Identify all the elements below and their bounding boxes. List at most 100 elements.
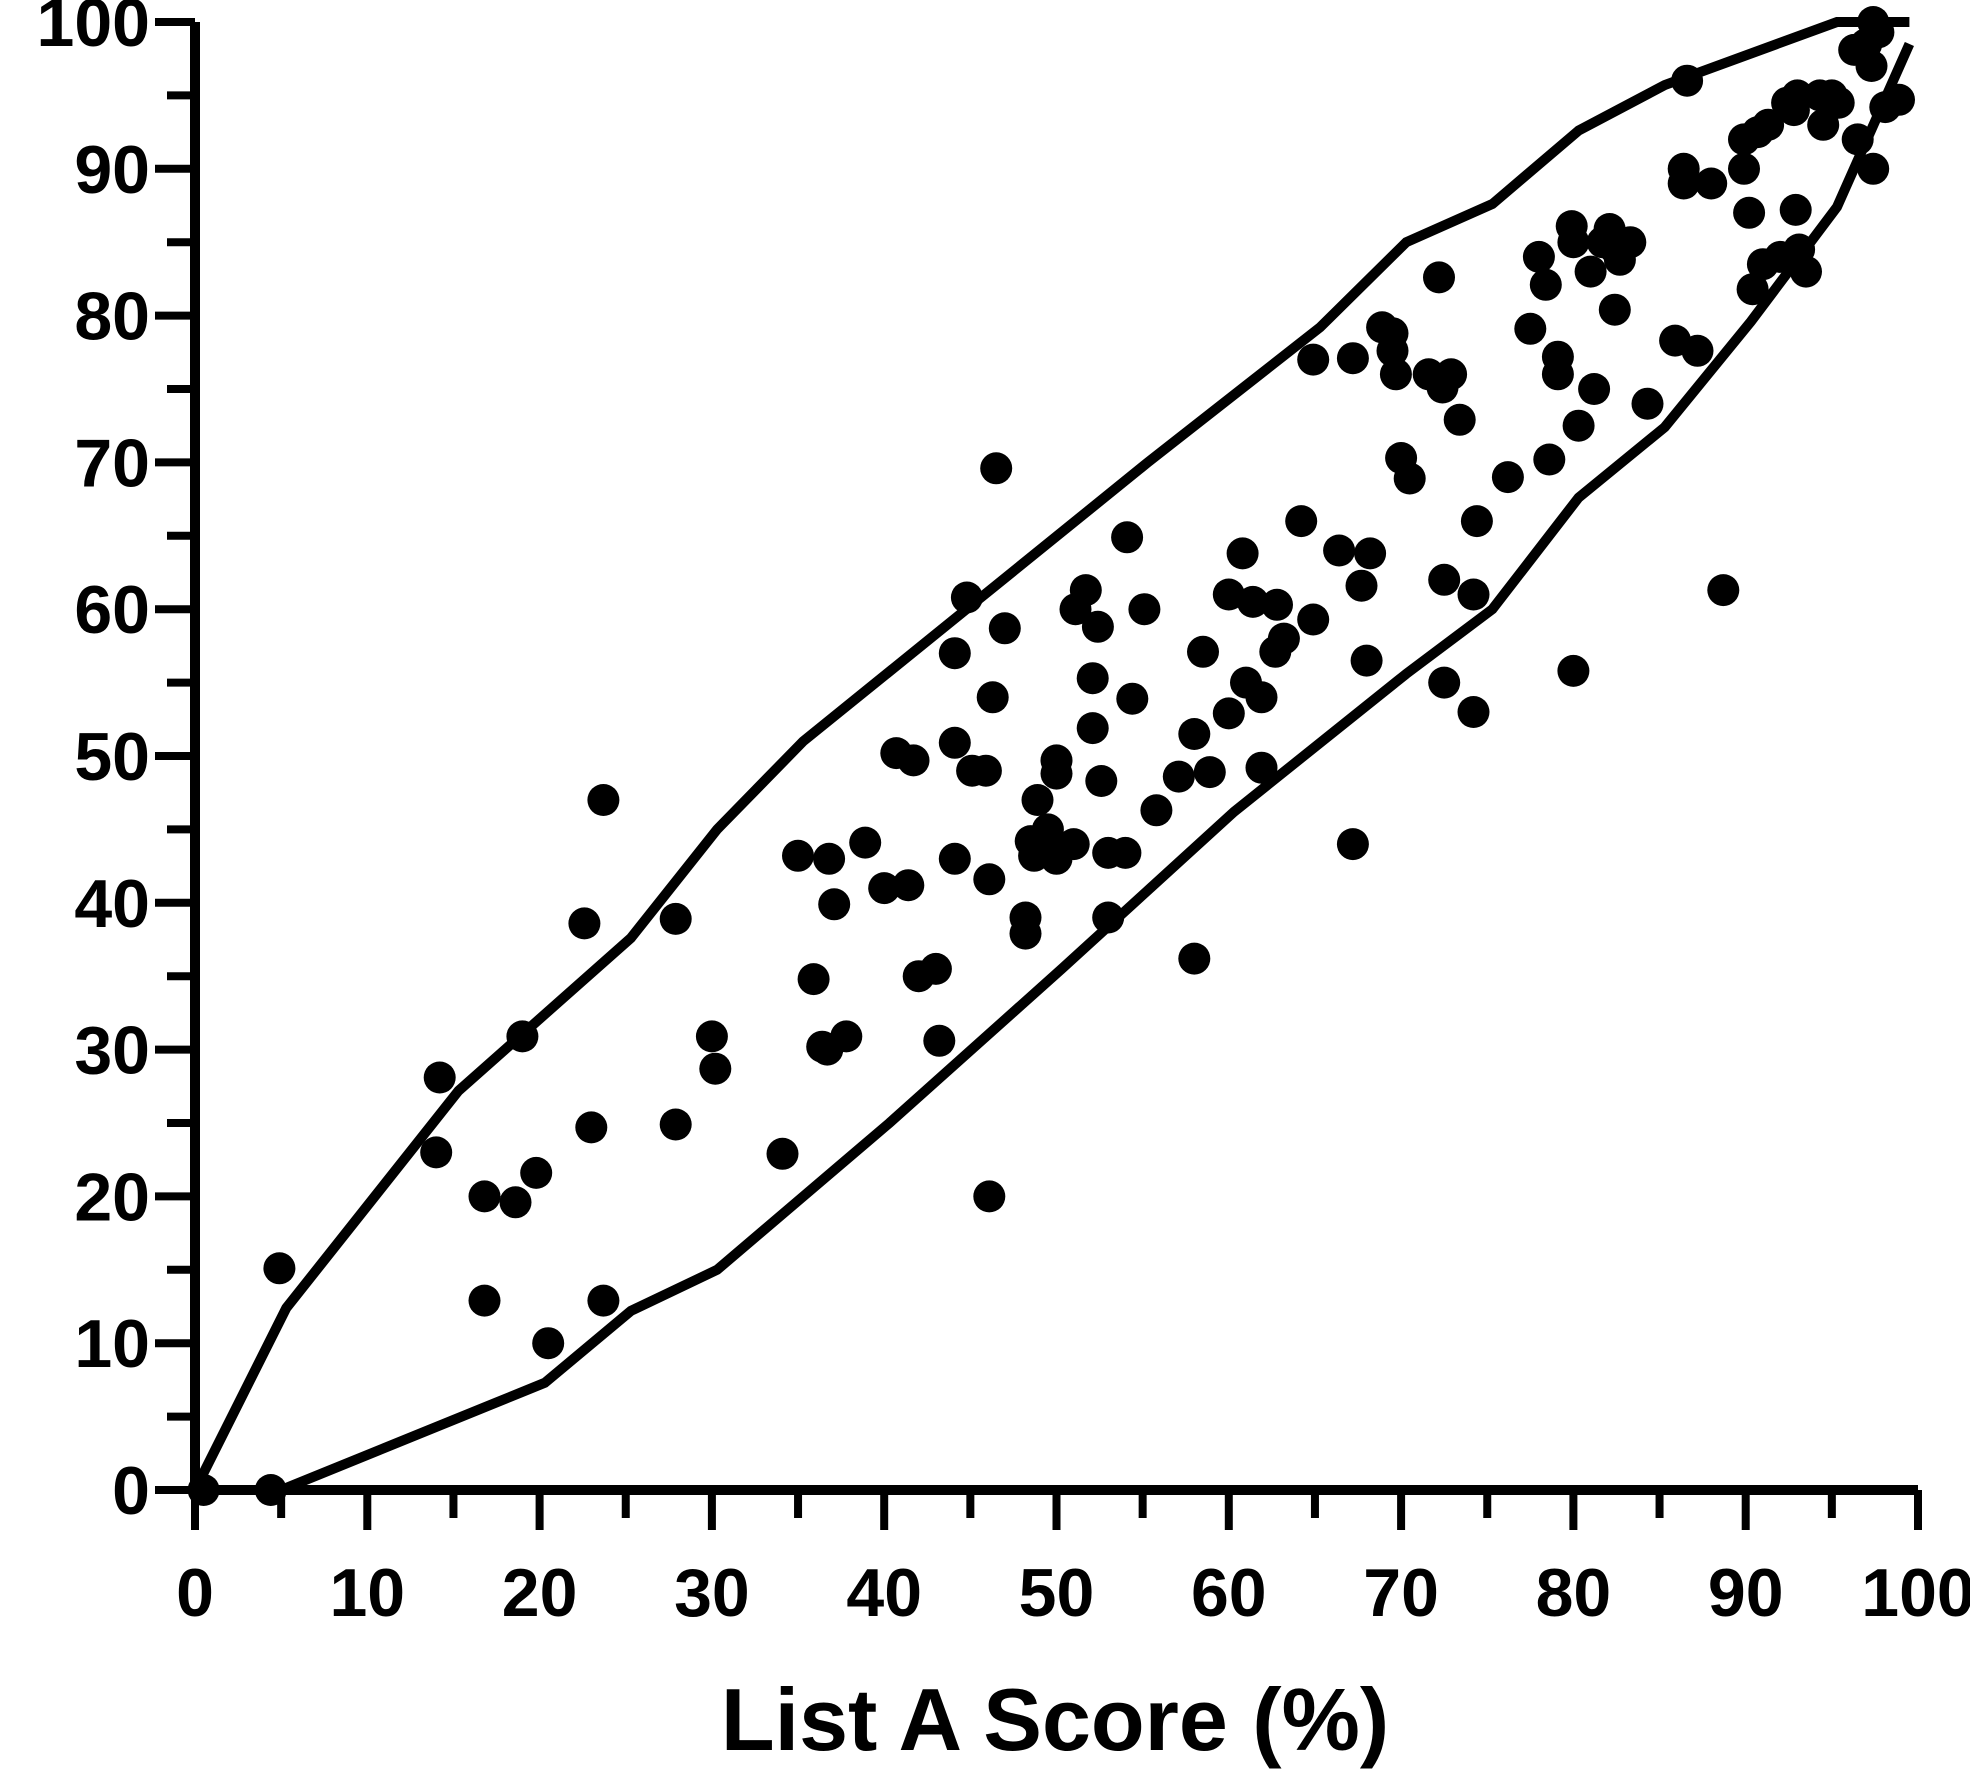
data-point [1081, 610, 1114, 643]
data-point [1236, 585, 1269, 618]
data-point [938, 637, 971, 670]
data-point [892, 869, 925, 902]
data-point [1323, 534, 1356, 567]
data-point [1178, 942, 1211, 975]
x-tick-label: 60 [1191, 1555, 1267, 1631]
data-point [938, 726, 971, 759]
data-point [976, 681, 1009, 714]
data-point [782, 839, 814, 872]
x-tick-label: 20 [502, 1555, 578, 1631]
data-point [868, 872, 901, 905]
data-point [1514, 312, 1547, 345]
data-point [575, 1111, 608, 1144]
data-point [1226, 537, 1259, 570]
y-tick-label: 50 [74, 719, 150, 795]
y-tick-label: 80 [74, 279, 150, 355]
data-point [1069, 574, 1102, 607]
data-point [1376, 334, 1409, 367]
data-point [1541, 358, 1574, 391]
tick-labels: 0 10 20 30 40 50 60 70 80 90 100 0 10 20 30 40 50 60 70 80 9… [37, 0, 1970, 1631]
x-axis-title: List A Score (%) [721, 1670, 1389, 1769]
data-point [919, 952, 952, 985]
x-tick-label: 70 [1363, 1555, 1439, 1631]
data-point [1187, 635, 1219, 668]
y-tick-label: 30 [74, 1013, 150, 1089]
data-point [1193, 756, 1226, 789]
data-point [1733, 196, 1766, 229]
data-point [1297, 343, 1330, 376]
data-point [797, 963, 830, 996]
data-point [1245, 681, 1278, 714]
data-point [766, 1137, 799, 1170]
data-point [1707, 574, 1740, 607]
data-point [1491, 461, 1524, 494]
data-point [1460, 505, 1493, 538]
data-point [1614, 226, 1647, 259]
data-point [1428, 563, 1461, 596]
data-point [1076, 712, 1109, 745]
data-point [1728, 152, 1760, 185]
x-tick-label: 100 [1861, 1555, 1970, 1631]
y-tick-label: 70 [74, 425, 150, 501]
data-point [1040, 757, 1073, 790]
data-point [1883, 83, 1915, 116]
data-point [1393, 462, 1426, 495]
axes [155, 18, 1922, 1530]
y-tick-label: 60 [74, 572, 150, 648]
data-point [187, 1474, 220, 1506]
data-point [468, 1180, 501, 1213]
data-point [1578, 373, 1611, 405]
data-point [1076, 662, 1109, 695]
data-point [1781, 79, 1814, 112]
data-point [849, 826, 882, 859]
data-point [1857, 152, 1890, 185]
data-point [1009, 917, 1042, 950]
data-point [1354, 537, 1387, 570]
x-tick-label: 40 [846, 1555, 922, 1631]
data-point [1109, 836, 1142, 869]
data-point [988, 612, 1021, 645]
data-point [1285, 505, 1318, 538]
y-tick-label: 90 [74, 132, 150, 208]
data-point [587, 1284, 620, 1317]
y-tick-label: 100 [37, 0, 150, 61]
data-point [1379, 358, 1412, 391]
data-point [938, 842, 971, 875]
data-point [659, 902, 692, 935]
data-point [520, 1156, 553, 1189]
data-point [1598, 293, 1631, 326]
data-point [923, 1024, 956, 1057]
data-point [1350, 644, 1383, 677]
data-point [468, 1284, 501, 1317]
data-point [659, 1108, 692, 1141]
data-point [1245, 751, 1278, 784]
x-tick-label: 90 [1708, 1555, 1784, 1631]
data-point [1457, 696, 1490, 728]
data-point [1297, 603, 1330, 636]
data-point [1533, 443, 1566, 476]
x-tick-label: 80 [1536, 1555, 1612, 1631]
data-point [1140, 794, 1173, 827]
data-point [1212, 697, 1245, 730]
data-point [1021, 784, 1054, 816]
data-point [1267, 622, 1300, 655]
data-point [420, 1136, 453, 1169]
x-tick-label: 30 [674, 1555, 750, 1631]
data-point [1128, 593, 1161, 626]
lower-bound-line [195, 41, 1914, 1495]
data-point [1557, 654, 1590, 687]
x-tick-label: 50 [1019, 1555, 1095, 1631]
data-point [950, 581, 983, 614]
data-point [568, 907, 601, 940]
data-point [1631, 387, 1664, 420]
data-point [1855, 50, 1888, 82]
y-tick-label: 10 [74, 1306, 150, 1382]
data-point [973, 1180, 1006, 1213]
data-point [1162, 760, 1195, 793]
data-point [1057, 828, 1090, 861]
data-point [1752, 108, 1785, 141]
data-point [813, 842, 846, 875]
data-point [1085, 765, 1118, 797]
data-point [1336, 828, 1369, 861]
